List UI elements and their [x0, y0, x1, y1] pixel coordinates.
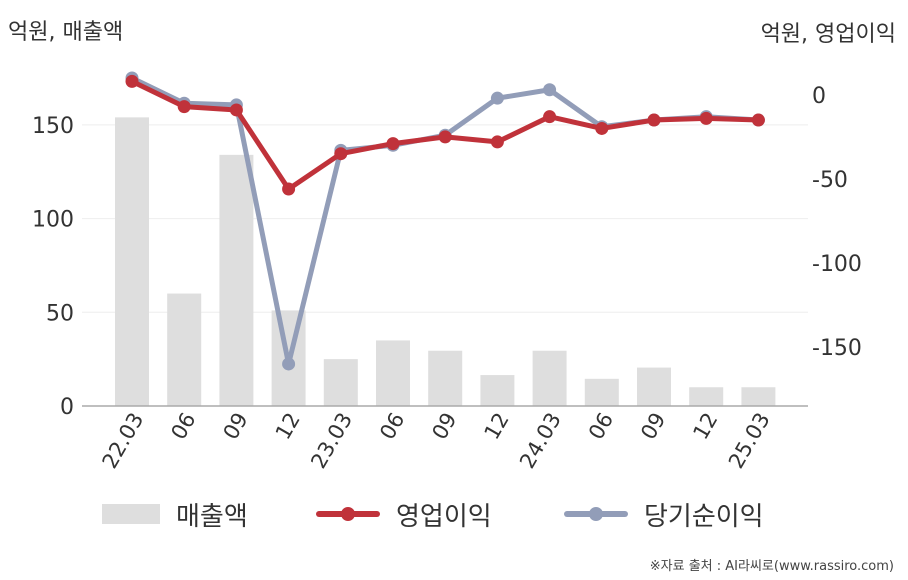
grid-lines	[82, 124, 808, 313]
left-tick-label: 150	[32, 114, 74, 139]
x-tick-label: 12	[480, 409, 514, 444]
legend-label-net-profit: 당기순이익	[644, 501, 764, 532]
operating-profit-point	[282, 182, 296, 196]
legend-item-net-profit: 당기순이익	[564, 492, 764, 536]
sales-bar	[637, 367, 671, 406]
x-tick-label: 24.03	[515, 409, 566, 473]
left-tick-label: 50	[46, 301, 74, 326]
operating-profit-point	[751, 113, 765, 127]
legend: 매출액 영업이익 당기순이익	[0, 492, 908, 536]
sales-bar	[323, 359, 358, 406]
legend-swatch-net-profit	[564, 504, 628, 524]
x-tick-label: 09	[427, 409, 461, 444]
legend-swatch-operating-profit	[316, 504, 380, 524]
sales-bar	[689, 387, 724, 406]
net-profit-point	[490, 91, 504, 105]
sales-bar	[532, 350, 567, 406]
x-tick-label: 25.03	[724, 409, 775, 473]
legend-label-operating-profit: 영업이익	[396, 501, 492, 532]
operating-profit-point	[438, 130, 452, 144]
sales-bar	[584, 378, 619, 406]
x-tick-label: 12	[271, 409, 305, 444]
legend-swatch-sales	[102, 504, 160, 524]
operating-profit-point	[386, 137, 400, 151]
operating-profit-point	[543, 110, 557, 124]
sales-bar	[115, 117, 149, 407]
sales-bars	[115, 117, 776, 407]
operating-profit-point	[699, 111, 713, 125]
source-note: ※자료 출처 : AI라씨로(www.rassiro.com)	[649, 559, 894, 574]
right-tick-label: -150	[812, 336, 862, 361]
operating-profit-point	[647, 113, 661, 127]
x-tick-label: 23.03	[306, 409, 357, 473]
legend-item-sales: 매출액	[102, 492, 248, 536]
operating-profit-point	[595, 121, 609, 135]
operating-profit-point	[334, 147, 348, 161]
left-axis-unit: 억원, 매출액	[8, 20, 124, 45]
sales-bar	[428, 350, 463, 406]
operating-profit-point	[125, 74, 139, 88]
right-tick-label: -100	[812, 252, 862, 277]
net-profit-point	[543, 83, 557, 97]
net-profit-point	[282, 357, 296, 371]
x-tick-label: 06	[375, 409, 409, 444]
operating-profit-point	[229, 103, 243, 117]
legend-item-operating-profit: 영업이익	[316, 492, 492, 536]
x-tick-label: 22.03	[97, 409, 148, 473]
sales-bar	[480, 375, 515, 406]
profit-lines	[125, 71, 765, 371]
operating-profit-point	[490, 135, 504, 149]
right-axis-unit: 억원, 영업이익	[760, 22, 896, 47]
sales-bar	[167, 293, 202, 406]
x-tick-label: 12	[688, 409, 722, 444]
x-tick-label: 09	[219, 409, 253, 444]
legend-label-sales: 매출액	[176, 501, 248, 532]
sales-bar	[219, 154, 254, 406]
sales-bar	[741, 387, 776, 406]
sales-bar	[376, 340, 410, 406]
right-tick-label: 0	[812, 84, 826, 109]
x-tick-label: 09	[636, 409, 670, 444]
left-tick-label: 0	[60, 395, 74, 420]
x-tick-label: 06	[166, 409, 200, 444]
operating-profit-point	[177, 100, 191, 114]
left-tick-label: 100	[32, 208, 74, 233]
x-tick-label: 06	[584, 409, 618, 444]
right-tick-label: -50	[812, 168, 848, 193]
